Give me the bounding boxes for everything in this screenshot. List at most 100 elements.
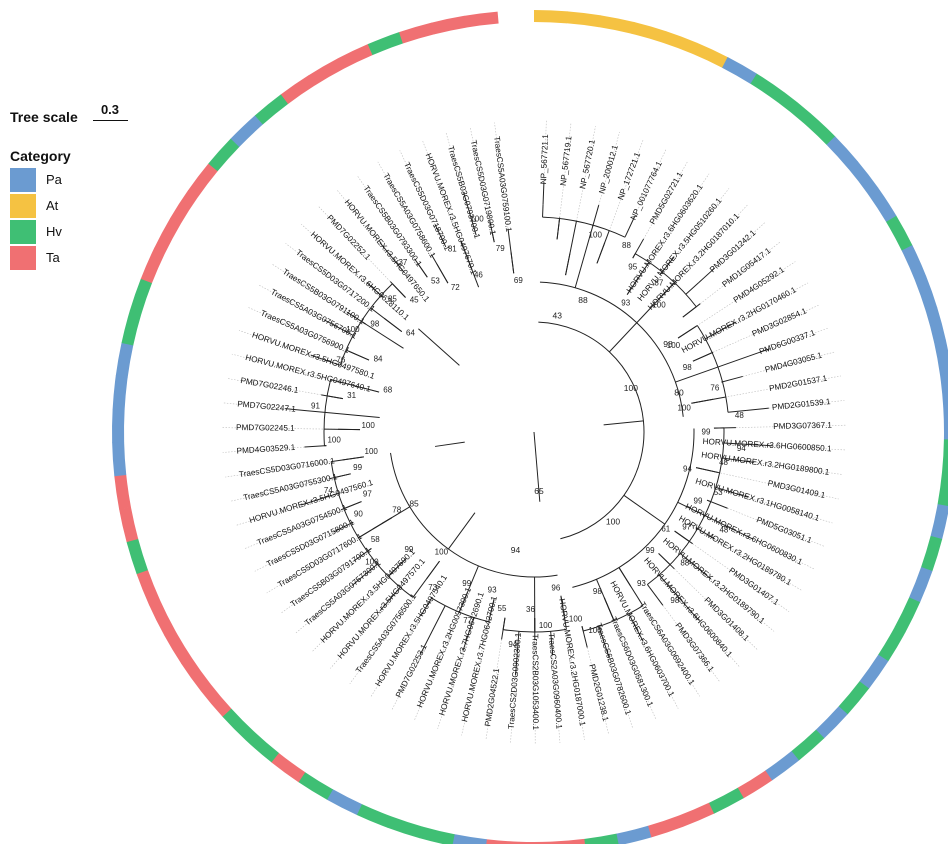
clade-branch (334, 473, 351, 479)
leaf-leader-line (735, 424, 846, 428)
backbone-branch (447, 512, 476, 550)
category-legend: Category Pa At Hv Ta (10, 148, 71, 272)
clade-branch (632, 253, 636, 259)
clade-branch (469, 617, 475, 630)
support-value: 95 (628, 262, 637, 271)
support-value: 99 (694, 496, 703, 505)
support-value: 94 (683, 465, 692, 474)
leaf-leader-line (727, 507, 825, 547)
support-value: 93 (488, 586, 497, 595)
clade-branch (469, 213, 477, 236)
legend-title: Category (10, 148, 71, 164)
category-ring-segment (737, 770, 773, 799)
leaf-leader-line (712, 304, 820, 353)
leaf-leader-line (639, 173, 710, 277)
leaf-branch (285, 408, 308, 412)
leaf-label: PMD2G01539.1 (772, 397, 832, 412)
leaf-branch (746, 407, 769, 411)
category-ring-segment (815, 706, 848, 739)
clade-arc (583, 605, 644, 632)
support-value: 100 (539, 621, 553, 630)
clade-branch (331, 456, 364, 463)
support-value: 58 (371, 535, 380, 544)
leaf-leader-line (247, 307, 349, 352)
category-ring-segment (925, 307, 946, 343)
support-value: 94 (737, 444, 746, 453)
leaf-branch (310, 354, 332, 363)
category-ring-segment (894, 597, 921, 633)
leaf-branch (601, 636, 610, 658)
support-value: 91 (311, 401, 320, 410)
support-value: 97 (363, 490, 372, 499)
leaf-leader-line (559, 122, 572, 218)
leaf-leader-line (271, 263, 348, 313)
leaf-branch (649, 587, 664, 606)
leaf-label: PMD2G04522.1 (483, 667, 501, 727)
category-ring-segment (859, 654, 889, 689)
support-value: 100 (346, 325, 360, 334)
category-ring-segment (367, 32, 404, 56)
category-ring-segment (765, 751, 800, 781)
category-ring-segment (298, 772, 333, 800)
leaf-leader-line (356, 174, 416, 260)
support-value: 81 (448, 245, 457, 254)
tree-scale-label: Tree scale (10, 109, 78, 125)
category-ring-segment (280, 75, 316, 104)
leaf-label: PMD2G01537.1 (769, 374, 829, 393)
leaf-branch (542, 182, 545, 205)
leaf-label: NP_567721.1 (539, 134, 550, 185)
backbone-branch (603, 420, 644, 426)
category-ring-segment (886, 215, 913, 251)
leaf-branch (592, 204, 600, 227)
support-value: 53 (431, 277, 440, 286)
support-value: 100 (588, 626, 602, 635)
backbone-arc (538, 321, 645, 540)
clade-branch (345, 349, 370, 361)
leaf-label: TraesCS5A03G0759100.1 (492, 136, 513, 233)
category-ring-segment (119, 506, 139, 543)
support-value: 100 (667, 341, 681, 350)
category-ring-segment (356, 804, 393, 828)
leaf-label: PMD2G01238.1 (587, 663, 610, 723)
backbone-branch (434, 441, 465, 447)
legend-swatch-pa (10, 168, 36, 192)
clade-branch (565, 221, 577, 276)
category-ring-segment (112, 375, 128, 410)
support-value: 78 (392, 505, 401, 514)
category-ring-segment (271, 752, 306, 783)
support-value: 98 (370, 320, 379, 329)
clade-branch (685, 282, 699, 295)
clade-branch (704, 515, 734, 530)
leaf-branch (716, 321, 737, 334)
leaf-branch (733, 529, 754, 540)
clade-branch (412, 560, 440, 598)
leaf-branch (624, 216, 636, 237)
leaf-leader-line (676, 204, 748, 281)
leaf-branch (695, 527, 715, 540)
clade-branch (722, 457, 733, 460)
support-value: 77 (463, 616, 472, 625)
category-ring-segment (791, 729, 825, 761)
leaf-branch (301, 497, 323, 506)
leaf-leader-line (714, 222, 766, 269)
leaf-label: TraesCS2B03G1053400.1 (531, 634, 540, 731)
support-value: 79 (496, 244, 505, 253)
category-ring-segment (200, 683, 232, 717)
leaf-label: TraesCS2A03G0960400.1 (547, 633, 564, 730)
legend-item-at: At (10, 194, 71, 218)
root-branch (533, 431, 541, 502)
backbone-branch (677, 501, 705, 516)
clade-branch (491, 231, 495, 243)
category-ring-segment (598, 15, 634, 34)
legend-label-at: At (46, 198, 59, 213)
leaf-branch (721, 375, 743, 383)
leaf-branch (698, 267, 716, 284)
support-value: 88 (680, 559, 689, 568)
support-value: 88 (622, 241, 631, 250)
clade-branch (692, 352, 713, 362)
leaf-label: NP_567720.1 (578, 138, 597, 189)
backbone-branch (418, 328, 460, 366)
clade-branch (327, 395, 343, 400)
clade-branch (723, 442, 750, 445)
leaf-leader-line (244, 509, 342, 549)
